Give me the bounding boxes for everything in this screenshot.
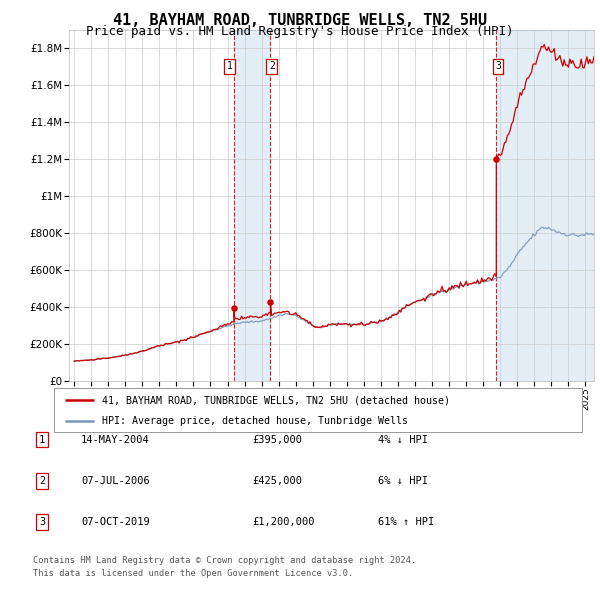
Text: 07-JUL-2006: 07-JUL-2006 bbox=[81, 476, 150, 486]
Text: 2: 2 bbox=[269, 61, 275, 71]
Text: 1: 1 bbox=[39, 435, 45, 444]
Text: 3: 3 bbox=[39, 517, 45, 527]
Text: 41, BAYHAM ROAD, TUNBRIDGE WELLS, TN2 5HU: 41, BAYHAM ROAD, TUNBRIDGE WELLS, TN2 5H… bbox=[113, 13, 487, 28]
Text: 61% ↑ HPI: 61% ↑ HPI bbox=[378, 517, 434, 527]
Point bbox=[229, 303, 239, 312]
Text: £1,200,000: £1,200,000 bbox=[252, 517, 314, 527]
Bar bbox=[234, 30, 271, 381]
Text: 1: 1 bbox=[227, 61, 233, 71]
Text: HPI: Average price, detached house, Tunbridge Wells: HPI: Average price, detached house, Tunb… bbox=[101, 416, 407, 426]
Text: 6% ↓ HPI: 6% ↓ HPI bbox=[378, 476, 428, 486]
Bar bbox=[496, 30, 594, 381]
Text: 3: 3 bbox=[495, 61, 501, 71]
Text: Contains HM Land Registry data © Crown copyright and database right 2024.: Contains HM Land Registry data © Crown c… bbox=[33, 556, 416, 565]
Text: 4% ↓ HPI: 4% ↓ HPI bbox=[378, 435, 428, 444]
Point bbox=[491, 154, 501, 163]
Text: This data is licensed under the Open Government Licence v3.0.: This data is licensed under the Open Gov… bbox=[33, 569, 353, 578]
Text: 2: 2 bbox=[39, 476, 45, 486]
Text: 41, BAYHAM ROAD, TUNBRIDGE WELLS, TN2 5HU (detached house): 41, BAYHAM ROAD, TUNBRIDGE WELLS, TN2 5H… bbox=[101, 395, 449, 405]
Point bbox=[266, 297, 275, 307]
Text: 07-OCT-2019: 07-OCT-2019 bbox=[81, 517, 150, 527]
Text: £425,000: £425,000 bbox=[252, 476, 302, 486]
Text: Price paid vs. HM Land Registry's House Price Index (HPI): Price paid vs. HM Land Registry's House … bbox=[86, 25, 514, 38]
Text: £395,000: £395,000 bbox=[252, 435, 302, 444]
Text: 14-MAY-2004: 14-MAY-2004 bbox=[81, 435, 150, 444]
